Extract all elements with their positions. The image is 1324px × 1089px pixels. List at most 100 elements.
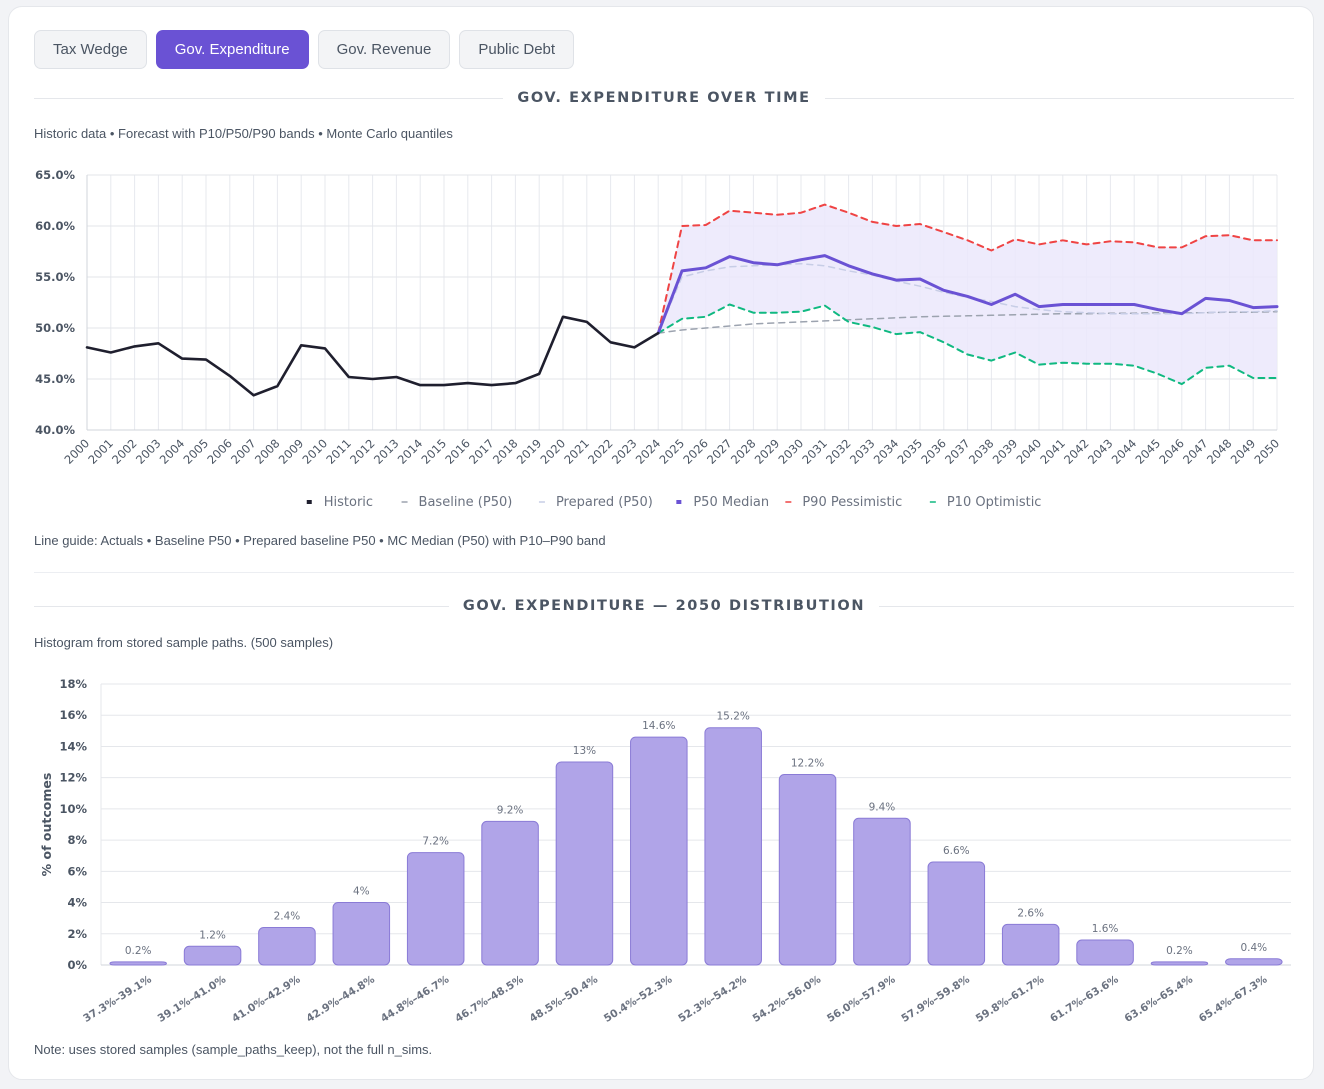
y-tick-label: 45.0%: [35, 372, 75, 386]
x-tick-label: 2030: [776, 436, 807, 467]
x-tick-label: 2025: [657, 436, 688, 467]
bar-value-label: 2.6%: [1017, 907, 1044, 919]
x-tick-label: 2034: [871, 436, 902, 467]
x-tick-label: 2048: [1204, 436, 1235, 467]
legend-swatch: [306, 500, 312, 504]
series-line-p90-pessimistic: [657, 203, 1278, 335]
x-tick-label: 2011: [323, 436, 354, 467]
x-tick-label: 57.9%–59.8%: [899, 973, 972, 1025]
x-tick-label: 2042: [1061, 436, 1092, 467]
histogram-bar: [778, 774, 837, 966]
x-tick-label: 48.5%–50.4%: [527, 973, 600, 1025]
x-tick-label: 2016: [442, 436, 473, 467]
histogram-bar: [630, 736, 688, 966]
x-tick-label: 2019: [514, 436, 545, 467]
dashboard-card: Tax Wedge Gov. Expenditure Gov. Revenue …: [8, 6, 1314, 1080]
y-tick-label: 14%: [59, 739, 87, 753]
bar-value-label: 15.2%: [717, 711, 750, 723]
y-tick-label: 2%: [67, 927, 87, 941]
timeseries-subtitle: Historic data • Forecast with P10/P50/P9…: [34, 126, 453, 141]
legend-item: P90 Pessimistic: [785, 495, 902, 510]
x-tick-label: 61.7%–63.6%: [1048, 973, 1121, 1025]
x-tick-label: 2013: [371, 436, 402, 467]
timeseries-section-title: GOV. EXPENDITURE OVER TIME: [34, 88, 1294, 108]
x-tick-label: 2007: [228, 436, 259, 467]
histogram-bar: [1076, 939, 1134, 966]
x-tick-label: 2001: [85, 436, 116, 467]
x-tick-label: 63.6%–65.4%: [1122, 973, 1195, 1025]
x-tick-label: 2046: [1156, 436, 1187, 467]
x-tick-label: 2005: [181, 436, 212, 467]
x-tick-label: 44.8%–46.7%: [379, 973, 452, 1025]
bar-value-label: 7.2%: [422, 836, 449, 848]
y-tick-label: 65.0%: [35, 168, 75, 182]
y-tick-label: 18%: [59, 677, 87, 691]
distribution-title: GOV. EXPENDITURE — 2050 DISTRIBUTION: [462, 598, 866, 614]
x-tick-label: 2015: [419, 436, 450, 467]
bar-value-label: 6.6%: [943, 845, 970, 857]
x-tick-label: 2014: [395, 436, 426, 467]
timeseries-title: GOV. EXPENDITURE OVER TIME: [517, 90, 811, 106]
y-tick-label: 55.0%: [35, 270, 75, 284]
x-tick-label: 2018: [490, 436, 521, 467]
tab-tax-wedge[interactable]: Tax Wedge: [34, 30, 147, 69]
legend-label: Prepared (P50): [556, 495, 653, 510]
bar-value-label: 14.6%: [642, 720, 675, 732]
x-tick-label: 2033: [847, 436, 878, 467]
x-tick-label: 2037: [942, 436, 973, 467]
y-tick-label: 6%: [67, 864, 87, 878]
x-tick-label: 42.9%–44.8%: [304, 973, 377, 1025]
legend-label: Historic: [324, 495, 373, 510]
histogram-bar: [704, 727, 762, 966]
legend-item: Baseline (P50): [401, 495, 513, 510]
legend-label: P50 Median: [693, 495, 769, 510]
histogram-bar: [1150, 961, 1209, 966]
tab-gov-revenue[interactable]: Gov. Revenue: [317, 30, 451, 69]
x-tick-label: 2002: [109, 436, 140, 467]
x-tick-label: 2020: [538, 436, 569, 467]
bar-value-label: 9.2%: [497, 804, 524, 816]
legend-item: P10 Optimistic: [929, 495, 1041, 510]
x-tick-label: 46.7%–48.5%: [453, 973, 526, 1025]
x-tick-label: 2027: [704, 436, 735, 467]
x-tick-label: 2004: [157, 436, 188, 467]
legend-label: Baseline (P50): [419, 495, 513, 510]
histogram-bar: [109, 961, 167, 966]
distribution-subtitle: Histogram from stored sample paths. (500…: [34, 635, 334, 650]
tab-bar: Tax Wedge Gov. Expenditure Gov. Revenue …: [34, 30, 575, 69]
x-tick-label: 2050: [1252, 436, 1283, 467]
x-tick-label: 39.1%–41.0%: [156, 973, 229, 1025]
histogram-bar: [853, 817, 911, 966]
x-tick-label: 2036: [918, 436, 949, 467]
bar-value-label: 0.4%: [1240, 942, 1267, 954]
section-divider: [34, 572, 1294, 573]
x-tick-label: 2006: [204, 436, 235, 467]
x-tick-label: 2012: [347, 436, 378, 467]
series-line-p50-median: [656, 254, 1279, 335]
legend-label: P90 Pessimistic: [802, 495, 902, 510]
x-tick-label: 2029: [752, 436, 783, 467]
distribution-note: Note: uses stored samples (sample_paths_…: [34, 1042, 433, 1057]
bar-value-label: 12.2%: [791, 758, 824, 770]
x-tick-label: 2021: [561, 436, 592, 467]
y-tick-label: 60.0%: [35, 219, 75, 233]
x-tick-label: 2000: [62, 436, 93, 467]
x-tick-label: 2026: [680, 436, 711, 467]
x-tick-label: 2041: [1037, 436, 1068, 467]
series-line-historic: [85, 315, 660, 397]
y-tick-label: 4%: [67, 896, 87, 910]
line-grid: [86, 174, 1278, 431]
distribution-section-title: GOV. EXPENDITURE — 2050 DISTRIBUTION: [34, 596, 1295, 616]
x-tick-label: 65.4%–67.3%: [1197, 973, 1270, 1025]
x-tick-label: 2035: [895, 436, 926, 467]
y-tick-label: 0%: [67, 958, 87, 972]
tab-gov-expenditure[interactable]: Gov. Expenditure: [155, 30, 309, 69]
x-tick-label: 2039: [990, 436, 1021, 467]
x-tick-label: 2010: [300, 436, 331, 467]
tab-public-debt[interactable]: Public Debt: [459, 30, 575, 69]
x-tick-label: 2049: [1228, 436, 1259, 467]
x-tick-label: 2038: [966, 436, 997, 467]
x-tick-label: 2024: [633, 436, 664, 467]
line-guide: Line guide: Actuals • Baseline P50 • Pre…: [34, 533, 606, 548]
distribution-chart: 0% 2% 4% 6% 8% 10% 12% 14% 16% 18% % of outcomes 0.…: [39, 677, 1291, 1025]
